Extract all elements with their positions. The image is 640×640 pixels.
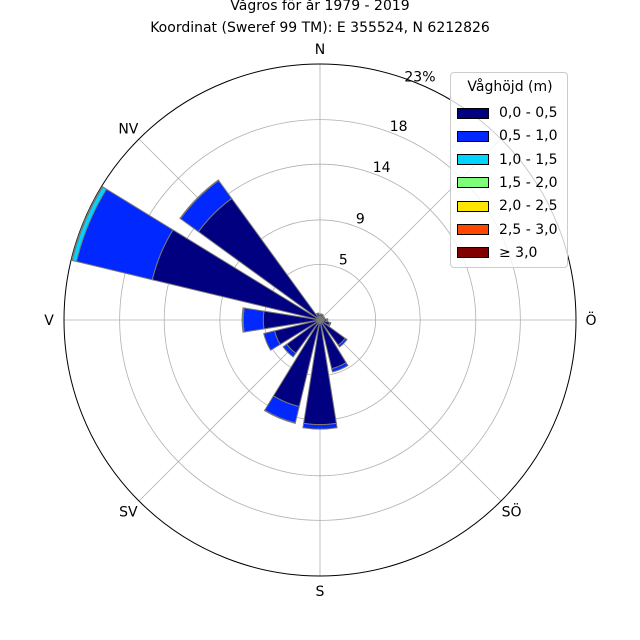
grid-spoke-3 xyxy=(319,319,502,502)
bar-SÖ-1 xyxy=(337,337,348,348)
compass-label-5: SV xyxy=(119,505,138,521)
bar-SV-1 xyxy=(282,343,297,358)
legend-swatch xyxy=(457,200,489,212)
legend-swatch xyxy=(457,247,489,259)
bar-N-1 xyxy=(318,313,322,316)
chart-subtitle: Koordinat (Sweref 99 TM): E 355524, N 62… xyxy=(150,20,490,36)
legend-swatch xyxy=(457,130,489,142)
chart-title: Vågros för år 1979 - 2019 xyxy=(230,0,410,14)
compass-label-2: Ö xyxy=(585,311,596,329)
bar-S-1 xyxy=(302,422,338,430)
axis-labels: 5 9 14 18 23% N Ö SÖ S SV V NV xyxy=(44,42,596,600)
compass-label-4: S xyxy=(316,584,325,600)
r-unit-label: 23% xyxy=(404,69,435,85)
legend-item-6: ≥ 3,0 xyxy=(457,243,537,263)
legend-label: 1,5 - 2,0 xyxy=(499,174,558,191)
compass-label-7: NV xyxy=(118,121,138,137)
legend-item-4: 2,0 - 2,5 xyxy=(457,196,557,216)
r-tick-label-3: 18 xyxy=(390,119,408,135)
compass-label-0: N xyxy=(315,42,325,58)
legend-title: Våghöjd (m) xyxy=(467,79,553,95)
legend-label: 2,5 - 3,0 xyxy=(499,221,558,238)
legend-label: ≥ 3,0 xyxy=(499,244,538,261)
bar-V-1 xyxy=(242,307,265,333)
compass-label-6: V xyxy=(44,313,54,329)
legend: Våghöjd (m) 0,0 - 0,5 0,5 - 1,0 1,0 - 1,5 1… xyxy=(450,72,568,268)
rose-bars xyxy=(71,179,349,430)
bar-ÖSÖ-1 xyxy=(327,321,332,327)
legend-label: 0,0 - 0,5 xyxy=(499,105,558,121)
legend-item-5: 2,5 - 3,0 xyxy=(457,220,557,240)
legend-swatch xyxy=(457,107,489,119)
outer-ring xyxy=(63,63,577,577)
r-tick-label-1: 9 xyxy=(356,211,365,227)
legend-label: 2,0 - 2,5 xyxy=(499,198,558,215)
compass-label-3: SÖ xyxy=(502,503,522,521)
bar-NNV-1 xyxy=(315,312,320,315)
bar-NNÖ-1 xyxy=(320,313,324,316)
bar-VSV-1 xyxy=(263,330,281,351)
legend-swatch xyxy=(457,224,489,235)
legend-item-3: 1,5 - 2,0 xyxy=(457,173,557,193)
bar-VNV-3 xyxy=(71,185,104,262)
legend-swatch xyxy=(457,154,489,166)
bar-NV-2 xyxy=(179,179,220,220)
bar-ÖNÖ-1 xyxy=(323,316,326,320)
legend-label: 0,5 - 1,0 xyxy=(499,128,558,145)
r-tick-label-0: 5 xyxy=(339,253,348,269)
bar-V-2 xyxy=(241,307,245,333)
legend-item-2: 1,0 - 1,5 xyxy=(457,150,557,170)
bar-SSV-2 xyxy=(263,409,296,424)
legend-item-1: 0,5 - 1,0 xyxy=(457,126,557,146)
legend-item-0: 0,0 - 0,5 xyxy=(457,103,557,123)
bar-Ö-1 xyxy=(326,318,329,322)
bar-SSÖ-1 xyxy=(331,362,349,373)
legend-label: 1,0 - 1,5 xyxy=(499,151,558,168)
r-tick-label-2: 14 xyxy=(373,160,391,176)
legend-swatch xyxy=(457,177,489,189)
